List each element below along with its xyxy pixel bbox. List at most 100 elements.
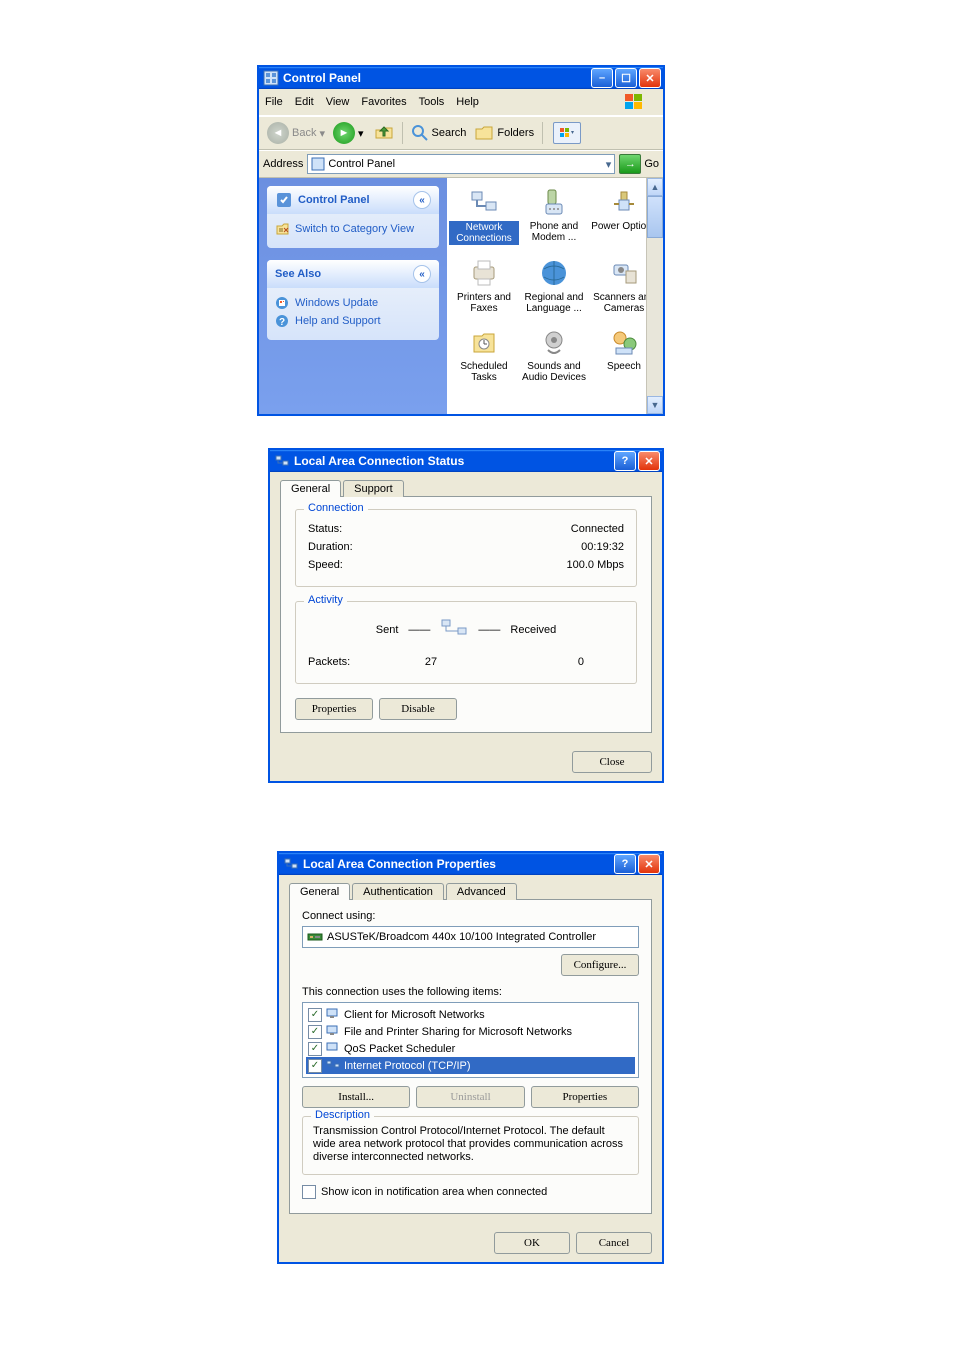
side-panel-header[interactable]: Control Panel « xyxy=(267,186,439,214)
checkbox-icon xyxy=(302,1185,316,1199)
back-button[interactable]: ◄ Back ▾ xyxy=(263,120,329,146)
cp-item-icon xyxy=(538,257,570,289)
activity-legend: Activity xyxy=(304,594,347,606)
list-item[interactable]: ✓QoS Packet Scheduler xyxy=(306,1040,635,1057)
titlebar[interactable]: Local Area Connection Status ? ✕ xyxy=(270,450,662,472)
windows-update-link[interactable]: Windows Update xyxy=(275,294,431,312)
list-item-icon xyxy=(326,1024,340,1039)
configure-button[interactable]: Configure... xyxy=(561,954,639,976)
scroll-thumb[interactable] xyxy=(647,196,663,238)
cp-item[interactable]: Phone and Modem ... xyxy=(519,186,589,245)
cp-item-icon xyxy=(538,186,570,218)
control-panel-window: Control Panel – ☐ ✕ File Edit View Favor… xyxy=(258,66,664,415)
tab-authentication[interactable]: Authentication xyxy=(352,883,444,900)
help-button[interactable]: ? xyxy=(614,854,636,874)
close-button[interactable]: ✕ xyxy=(638,854,660,874)
properties-button[interactable]: Properties xyxy=(295,698,373,720)
tab-general[interactable]: General xyxy=(289,883,350,900)
uses-label: This connection uses the following items… xyxy=(302,986,639,998)
menu-edit[interactable]: Edit xyxy=(295,96,314,108)
see-also-title: See Also xyxy=(275,268,321,280)
help-button[interactable]: ? xyxy=(614,451,636,471)
search-button[interactable]: Search xyxy=(407,122,471,144)
tab-general[interactable]: General xyxy=(280,480,341,497)
titlebar[interactable]: Local Area Connection Properties ? ✕ xyxy=(279,853,662,875)
checkbox-icon[interactable]: ✓ xyxy=(308,1042,322,1056)
address-input[interactable]: Control Panel ▾ xyxy=(307,154,615,174)
uninstall-button[interactable]: Uninstall xyxy=(416,1086,524,1108)
switch-category-view-link[interactable]: Switch to Category View xyxy=(275,220,431,238)
cp-item-label: Scheduled Tasks xyxy=(449,361,519,383)
help-support-link[interactable]: ? Help and Support xyxy=(275,312,431,330)
menu-help[interactable]: Help xyxy=(456,96,479,108)
side-panel-cp: Control Panel « Switch to Category View xyxy=(267,186,439,248)
cp-item[interactable]: Regional and Language ... xyxy=(519,257,589,314)
help-support-label: Help and Support xyxy=(295,315,381,327)
adapter-field[interactable]: ASUSTeK/Broadcom 440x 10/100 Integrated … xyxy=(302,926,639,948)
tab-strip: General Authentication Advanced xyxy=(289,883,652,900)
menu-favorites[interactable]: Favorites xyxy=(361,96,406,108)
scrollbar[interactable]: ▲ ▼ xyxy=(646,178,663,414)
titlebar[interactable]: Control Panel – ☐ ✕ xyxy=(259,67,663,89)
connection-legend: Connection xyxy=(304,502,368,514)
disable-button[interactable]: Disable xyxy=(379,698,457,720)
cancel-button[interactable]: Cancel xyxy=(576,1232,652,1254)
menu-tools[interactable]: Tools xyxy=(419,96,445,108)
install-button[interactable]: Install... xyxy=(302,1086,410,1108)
tab-support[interactable]: Support xyxy=(343,480,404,497)
views-button[interactable] xyxy=(553,122,581,144)
checkbox-icon[interactable]: ✓ xyxy=(308,1059,322,1073)
cp-item-label: Regional and Language ... xyxy=(519,292,589,314)
adapter-value: ASUSTeK/Broadcom 440x 10/100 Integrated … xyxy=(327,931,596,943)
scroll-up-button[interactable]: ▲ xyxy=(647,178,663,196)
up-button[interactable] xyxy=(368,120,398,146)
ok-button[interactable]: OK xyxy=(494,1232,570,1254)
show-icon-checkbox[interactable]: Show icon in notification area when conn… xyxy=(302,1185,639,1199)
maximize-button[interactable]: ☐ xyxy=(615,68,637,88)
cp-item-label: Network Connections xyxy=(449,221,519,245)
forward-button[interactable]: ► ▾ xyxy=(329,120,368,146)
cp-item-icon xyxy=(468,257,500,289)
go-label: Go xyxy=(644,158,659,170)
tab-advanced[interactable]: Advanced xyxy=(446,883,517,900)
list-item[interactable]: ✓File and Printer Sharing for Microsoft … xyxy=(306,1023,635,1040)
items-listbox[interactable]: ✓Client for Microsoft Networks✓File and … xyxy=(302,1002,639,1078)
close-dialog-button[interactable]: Close xyxy=(572,751,652,773)
menu-view[interactable]: View xyxy=(326,96,350,108)
cp-item[interactable]: Network Connections xyxy=(449,186,519,245)
show-icon-label: Show icon in notification area when conn… xyxy=(321,1186,547,1198)
item-properties-button[interactable]: Properties xyxy=(531,1086,639,1108)
menu-file[interactable]: File xyxy=(265,96,283,108)
chevron-up-icon[interactable]: « xyxy=(413,191,431,209)
dialog-footer: OK Cancel xyxy=(279,1224,662,1262)
chevron-up-icon[interactable]: « xyxy=(413,265,431,283)
minimize-button[interactable]: – xyxy=(591,68,613,88)
folders-button[interactable]: Folders xyxy=(470,122,538,144)
address-bar: Address Control Panel ▾ → Go xyxy=(259,150,663,178)
address-value: Control Panel xyxy=(328,158,395,170)
close-button[interactable]: ✕ xyxy=(638,451,660,471)
checkbox-icon[interactable]: ✓ xyxy=(308,1025,322,1039)
cp-item[interactable]: Scheduled Tasks xyxy=(449,326,519,383)
close-button[interactable]: ✕ xyxy=(639,68,661,88)
cp-item-icon xyxy=(468,326,500,358)
list-item-icon xyxy=(326,1058,340,1073)
go-button[interactable]: → xyxy=(619,154,641,174)
dialog-body: General Support Connection Status:Connec… xyxy=(270,472,662,743)
network-icon xyxy=(274,453,290,469)
status-value: Connected xyxy=(571,523,624,535)
checkbox-icon[interactable]: ✓ xyxy=(308,1008,322,1022)
connection-status-window: Local Area Connection Status ? ✕ General… xyxy=(269,449,663,782)
list-item[interactable]: ✓Client for Microsoft Networks xyxy=(306,1006,635,1023)
list-item[interactable]: ✓Internet Protocol (TCP/IP) xyxy=(306,1057,635,1074)
window-title: Local Area Connection Status xyxy=(294,454,612,468)
cp-item-label: Printers and Faxes xyxy=(449,292,519,314)
cp-item[interactable]: Sounds and Audio Devices xyxy=(519,326,589,383)
dialog-footer: Close xyxy=(270,743,662,781)
see-also-header[interactable]: See Also « xyxy=(267,260,439,288)
connection-fieldset: Connection Status:Connected Duration:00:… xyxy=(295,509,637,587)
cp-item[interactable]: Printers and Faxes xyxy=(449,257,519,314)
scroll-down-button[interactable]: ▼ xyxy=(647,396,663,414)
tab-content: Connect using: ASUSTeK/Broadcom 440x 10/… xyxy=(289,899,652,1214)
address-dropdown-icon[interactable]: ▾ xyxy=(606,158,612,171)
